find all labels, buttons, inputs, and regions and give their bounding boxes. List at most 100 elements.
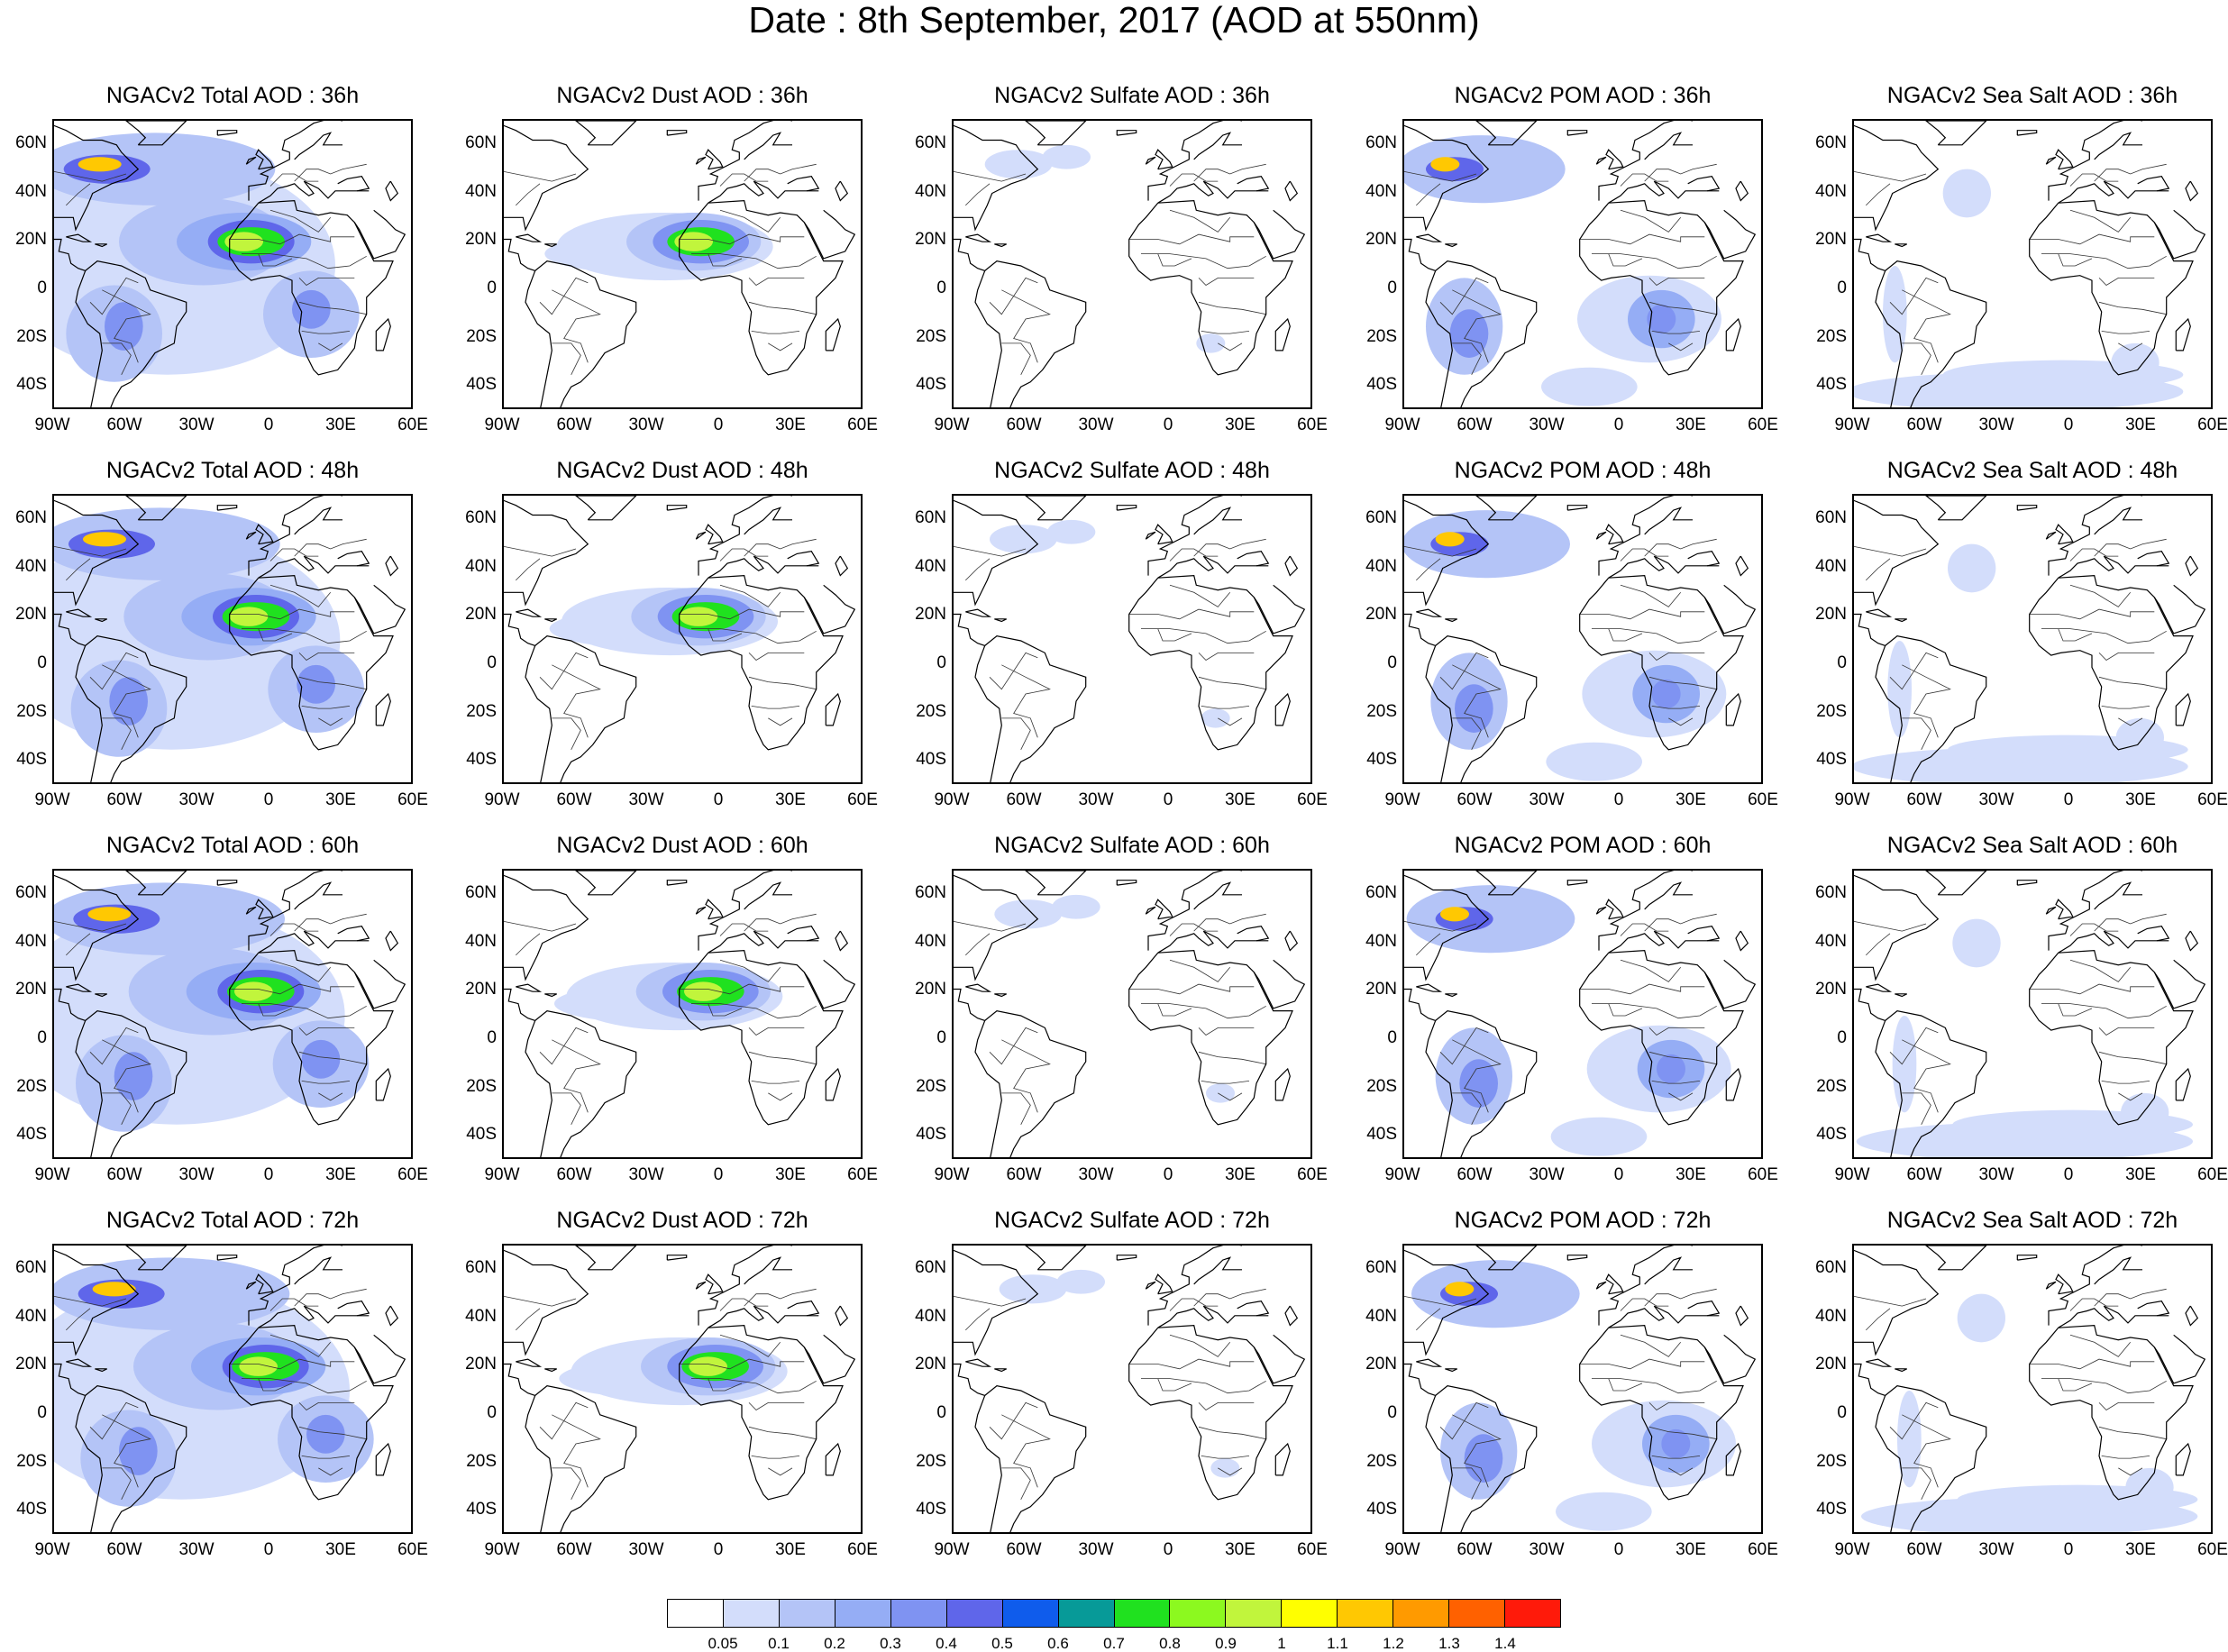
country-border	[552, 1092, 581, 1125]
coastline	[294, 507, 342, 535]
aod-region	[1883, 266, 1907, 363]
coastline	[1284, 930, 1299, 952]
coastline	[1157, 930, 1269, 954]
country-border	[301, 706, 351, 709]
coastline	[248, 121, 342, 201]
lon-tick-label: 30E	[2125, 415, 2156, 434]
country-border	[1198, 653, 1255, 662]
lat-tick-label: 60N	[1365, 1257, 1397, 1277]
country-border	[1193, 163, 1266, 182]
country-border	[552, 717, 581, 750]
country-border	[1668, 1092, 1694, 1101]
country-border	[539, 1027, 589, 1065]
country-border	[1620, 959, 1682, 982]
country-border	[89, 1027, 139, 1065]
coastline	[1025, 1246, 1087, 1271]
lat-tick-label: 0	[936, 1027, 946, 1047]
lon-tick-label: 60W	[1006, 790, 1042, 809]
coastline	[504, 988, 535, 1021]
aod-region	[1957, 1293, 2005, 1343]
aod-region	[994, 899, 1062, 929]
lon-tick-label: 90W	[1834, 1165, 1870, 1184]
lon-tick-label: 30W	[178, 1540, 215, 1559]
country-border	[751, 1081, 800, 1084]
lat-tick-label: 20N	[915, 230, 946, 250]
country-border	[1001, 342, 1031, 375]
coastline	[125, 121, 187, 146]
country-border	[229, 983, 355, 995]
coastline	[1735, 180, 1749, 202]
lon-tick-label: 60E	[397, 1540, 428, 1559]
panel-title: NGACv2 Sea Salt AOD : 72h	[1886, 1208, 2178, 1233]
panel-title: NGACv2 Total AOD : 36h	[105, 83, 360, 108]
coastline	[825, 317, 841, 351]
country-border	[1866, 558, 1891, 581]
map-canvas	[504, 871, 856, 1157]
coastline	[2048, 1246, 2142, 1326]
coastline	[965, 1358, 992, 1367]
lat-tick-label: 0	[936, 1402, 946, 1422]
map-canvas	[954, 496, 1306, 782]
country-border	[1648, 1426, 1717, 1440]
coastline	[803, 584, 856, 634]
lon-tick-label: 0	[263, 1540, 274, 1559]
coastline	[974, 1395, 1002, 1532]
coastline	[1116, 880, 1137, 886]
coastline	[1193, 881, 1242, 910]
country-border	[318, 342, 343, 351]
aod-map-seasalt	[1852, 494, 2213, 784]
coastline	[1605, 899, 1624, 920]
country-border	[1854, 545, 1927, 557]
country-border	[1141, 628, 1266, 644]
country-border	[1648, 1402, 1705, 1411]
aod-region	[292, 289, 331, 329]
lat-tick-label: 40N	[15, 1306, 47, 1326]
coastline	[954, 613, 985, 646]
country-border	[2041, 253, 2167, 269]
coastline	[1274, 1067, 1291, 1101]
coastline	[255, 1273, 274, 1295]
country-border	[1648, 1027, 1705, 1036]
lon-tick-label: 60W	[1456, 1540, 1493, 1559]
colorbar-swatch	[1338, 1600, 1394, 1627]
country-border	[54, 170, 127, 182]
country-border	[504, 170, 577, 182]
lat-tick-label: 60N	[1365, 507, 1397, 527]
colorbar-label: 1.4	[1494, 1635, 1516, 1652]
coastline	[744, 132, 792, 160]
lat-tick-label: 20S	[1366, 1076, 1397, 1096]
country-border	[1620, 173, 1669, 187]
lon-tick-label: 0	[1163, 415, 1173, 434]
lon-tick-label: 0	[713, 1165, 724, 1184]
lon-tick-label: 0	[2063, 415, 2074, 434]
panel-title: NGACv2 Dust AOD : 36h	[556, 83, 808, 108]
coastline	[95, 243, 107, 248]
country-border	[1592, 628, 1717, 644]
country-border	[269, 959, 332, 982]
coastline	[1274, 317, 1291, 351]
country-border	[1452, 717, 1482, 750]
panel-title: NGACv2 Total AOD : 60h	[105, 833, 360, 858]
coastline	[1566, 880, 1588, 886]
aod-region	[1464, 1434, 1503, 1483]
coastline	[1895, 993, 1907, 998]
lon-tick-label: 0	[1613, 1165, 1624, 1184]
coastline	[1147, 1246, 1242, 1326]
coastline	[1566, 505, 1588, 511]
lat-tick-label: 20S	[16, 1451, 47, 1471]
aod-region	[1661, 1428, 1691, 1459]
lat-tick-label: 20S	[1816, 701, 1847, 721]
lon-tick-label: 60E	[1297, 1540, 1328, 1559]
lon-tick-label: 30W	[1978, 790, 2014, 809]
coastline	[994, 1368, 1007, 1373]
coastline	[385, 930, 399, 952]
coastline	[85, 634, 187, 782]
country-border	[1404, 1295, 1477, 1307]
country-border	[2118, 717, 2143, 726]
lat-tick-label: 0	[1387, 1402, 1397, 1422]
coastline	[1116, 505, 1137, 511]
coastline	[1416, 233, 1443, 242]
coastline	[375, 1067, 391, 1101]
colorbar-label: 0.5	[991, 1635, 1013, 1652]
country-border	[2094, 538, 2167, 557]
